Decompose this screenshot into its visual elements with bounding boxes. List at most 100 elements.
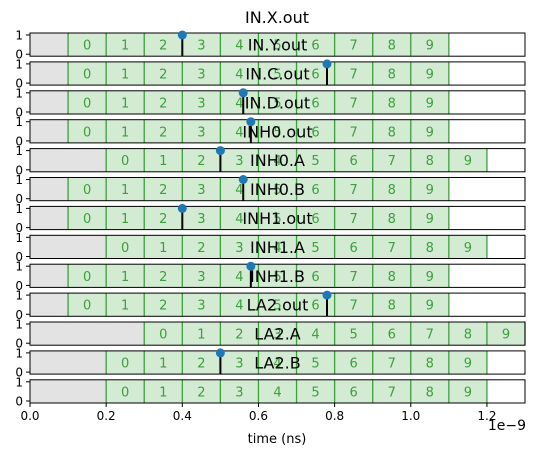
slot-label: 3 xyxy=(235,385,243,400)
slot-bar xyxy=(106,33,145,57)
slot-bar xyxy=(372,379,411,403)
slot-bar xyxy=(296,322,335,346)
slot-label: 3 xyxy=(197,96,205,111)
slot-bar xyxy=(410,119,449,143)
x-tick-label: 0.6 xyxy=(249,409,268,423)
slot-bar xyxy=(106,177,145,201)
slot-label: 2 xyxy=(159,270,167,285)
slot-bar xyxy=(182,235,221,259)
slot-bar xyxy=(372,350,411,375)
slot-label: 3 xyxy=(197,68,205,83)
slot-label: 0 xyxy=(159,328,167,343)
event-marker xyxy=(177,203,187,213)
row-label: INH0.A xyxy=(250,151,305,170)
slot-bar xyxy=(144,90,183,114)
slot-bar xyxy=(68,264,107,288)
slot-label: 7 xyxy=(388,154,396,169)
slot-label: 5 xyxy=(350,328,358,343)
slot-bar xyxy=(410,177,449,201)
slot-bar xyxy=(106,148,145,172)
y-tick-label: 1 xyxy=(15,173,23,187)
slot-label: 2 xyxy=(159,125,167,140)
slot-bar xyxy=(448,148,487,172)
slot-bar xyxy=(220,235,259,259)
timeline-row: 0 1 2 3 4 5 6 7 8 9 0 1 LA2.out xyxy=(15,289,526,322)
slot-label: 1 xyxy=(121,299,129,314)
slot-bar xyxy=(68,33,107,57)
idle-region xyxy=(30,235,107,259)
timeline-row: 0 1 2 3 4 5 6 7 8 9 0 1 INH1.B xyxy=(15,260,526,293)
slot-bar xyxy=(144,379,183,403)
slot-label: 3 xyxy=(273,328,281,343)
slot-label: 1 xyxy=(121,39,129,54)
slot-bar xyxy=(334,264,373,288)
slot-bar xyxy=(258,119,297,143)
slot-label: 2 xyxy=(159,183,167,198)
slot-label: 0 xyxy=(121,241,129,256)
timeline-row: 0 1 2 3 4 5 6 7 8 9 0 1 IN.Y.out xyxy=(15,29,526,62)
slot-bar xyxy=(68,177,107,201)
slot-bar xyxy=(182,322,221,346)
slot-label: 7 xyxy=(388,357,396,372)
timeline-row: 0 1 2 3 4 5 6 7 8 9 0 1 INH1.A xyxy=(15,231,526,264)
slot-label: 7 xyxy=(350,299,358,314)
slot-label: 7 xyxy=(350,39,358,54)
idle-region xyxy=(30,90,69,114)
slot-label: 8 xyxy=(426,154,434,169)
slot-label: 0 xyxy=(83,125,91,140)
event-marker xyxy=(238,88,248,98)
idle-region xyxy=(30,206,69,230)
slot-bar xyxy=(334,148,373,172)
slot-label: 8 xyxy=(426,385,434,400)
slot-label: 1 xyxy=(197,328,205,343)
slot-label: 3 xyxy=(235,241,243,256)
slot-label: 8 xyxy=(388,68,396,83)
row-label: INH1.A xyxy=(250,238,305,257)
slot-bar xyxy=(106,293,145,317)
event-marker xyxy=(322,59,332,69)
slot-bar xyxy=(258,206,297,230)
slot-bar xyxy=(258,177,297,201)
slot-bar xyxy=(258,148,297,172)
y-tick-label: 1 xyxy=(15,289,23,303)
idle-region xyxy=(30,264,69,288)
slot-bar xyxy=(296,177,335,201)
x-axis: 0.0 0.2 0.4 0.6 0.8 1.0 1.2 xyxy=(20,403,496,423)
slot-bar xyxy=(296,206,335,230)
timeline-row: 0 1 2 3 4 5 6 7 8 9 0 1 LA2.B xyxy=(15,346,526,380)
slot-label: 8 xyxy=(388,39,396,54)
slot-bar xyxy=(106,90,145,114)
slot-bar xyxy=(334,33,373,57)
timeline-row: 0 1 2 3 4 5 6 7 8 9 0 1 INH0.out xyxy=(15,115,526,148)
slot-bar xyxy=(334,119,373,143)
event-marker xyxy=(215,348,225,358)
slot-label: 2 xyxy=(159,39,167,54)
x-tick-label: 0.2 xyxy=(97,409,116,423)
row-label: IN.C.out xyxy=(245,65,309,84)
slot-bar xyxy=(296,379,335,403)
slot-label: 9 xyxy=(426,96,434,111)
idle-region xyxy=(30,177,69,201)
slot-label: 9 xyxy=(464,385,472,400)
slot-bar xyxy=(144,235,183,259)
slot-label: 5 xyxy=(273,39,281,54)
slot-bar xyxy=(296,119,335,143)
slot-label: 4 xyxy=(235,68,243,83)
slot-label: 4 xyxy=(273,385,281,400)
slot-bar xyxy=(372,235,411,259)
slot-label: 2 xyxy=(197,385,205,400)
slot-bar xyxy=(372,293,411,317)
slot-label: 5 xyxy=(273,270,281,285)
slot-label: 5 xyxy=(273,125,281,140)
slot-label: 3 xyxy=(197,299,205,314)
slot-label: 5 xyxy=(273,183,281,198)
slot-label: 0 xyxy=(83,68,91,83)
slot-bar xyxy=(448,235,487,259)
y-tick-label: 1 xyxy=(15,144,23,158)
row-frame xyxy=(29,350,526,375)
slot-label: 6 xyxy=(388,328,396,343)
slot-bar xyxy=(372,322,411,346)
slot-bar xyxy=(182,379,221,403)
event-marker xyxy=(215,146,225,156)
